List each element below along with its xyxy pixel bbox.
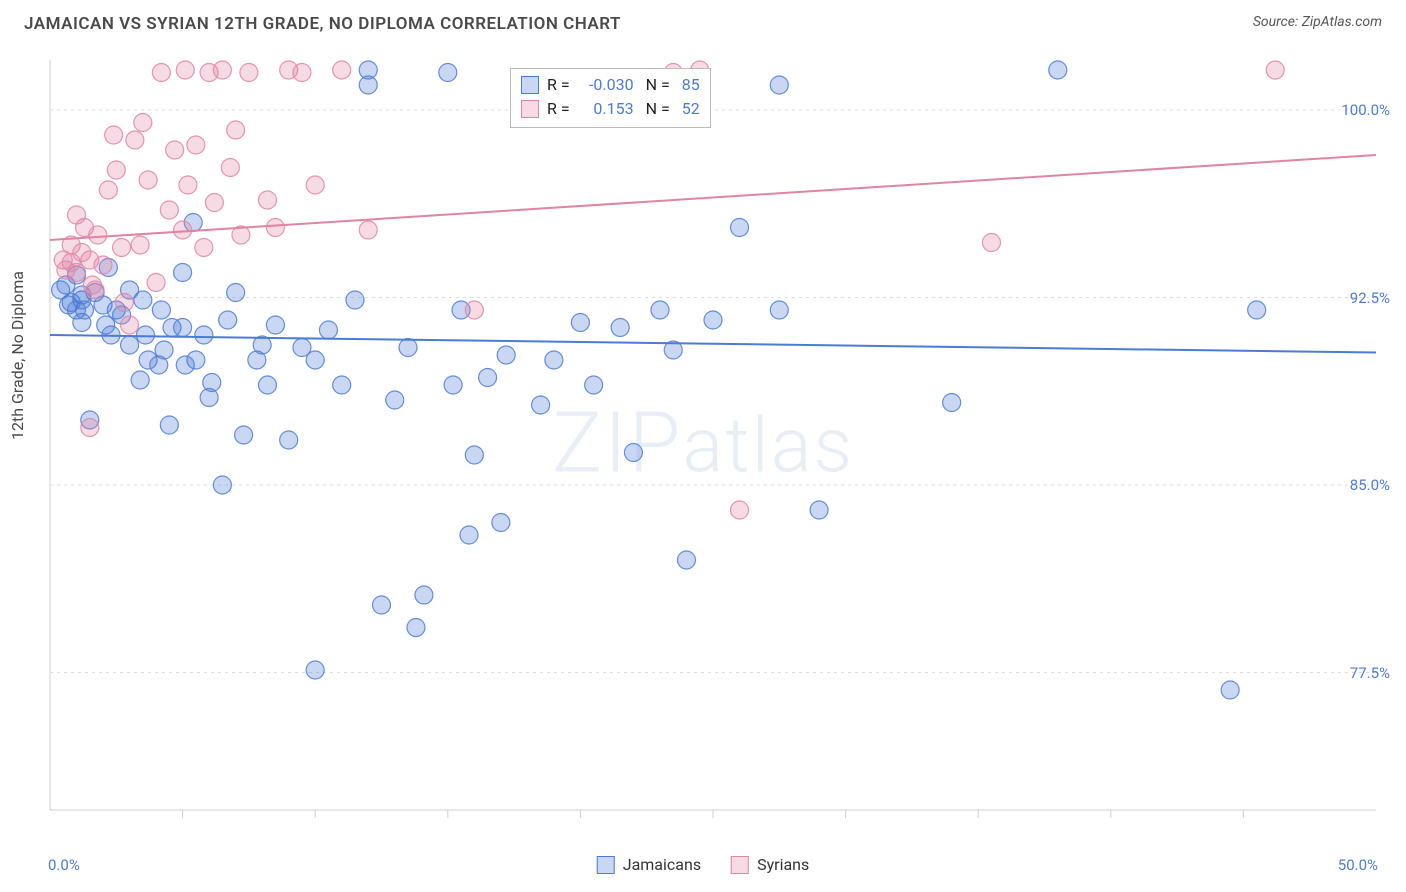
swatch-jamaicans-icon [521, 76, 539, 94]
r-value-jamaicans: -0.030 [578, 73, 634, 97]
legend-item-jamaicans: Jamaicans [597, 855, 701, 874]
correlation-box: R = -0.030 N = 85 R = 0.153 N = 52 [510, 68, 711, 128]
chart-container: 12th Grade, No Diploma ZIPatlas R = -0.0… [0, 40, 1406, 880]
legend-item-syrians: Syrians [731, 855, 809, 874]
y-tick-label: 77.5% [1350, 664, 1390, 682]
legend-label-jamaicans: Jamaicans [623, 855, 701, 874]
source-label: Source: ZipAtlas.com [1253, 14, 1382, 30]
x-axis-max-label: 50.0% [1338, 856, 1378, 874]
y-tick-label: 85.0% [1350, 476, 1390, 494]
swatch-syrians-icon [521, 100, 539, 118]
n-value-syrians: 52 [678, 97, 700, 121]
y-axis-label: 12th Grade, No Diploma [8, 271, 27, 440]
page-title: JAMAICAN VS SYRIAN 12TH GRADE, NO DIPLOM… [24, 14, 621, 34]
y-tick-label: 100.0% [1341, 101, 1390, 119]
legend-swatch-jamaicans-icon [597, 856, 615, 874]
n-value-jamaicans: 85 [678, 73, 700, 97]
correlation-row-jamaicans: R = -0.030 N = 85 [521, 73, 700, 97]
legend-swatch-syrians-icon [731, 856, 749, 874]
scatter-chart [0, 40, 1406, 880]
correlation-row-syrians: R = 0.153 N = 52 [521, 97, 700, 121]
y-tick-label: 92.5% [1350, 289, 1390, 307]
legend-label-syrians: Syrians [757, 855, 809, 874]
bottom-legend: Jamaicans Syrians [597, 855, 810, 874]
r-value-syrians: 0.153 [578, 97, 634, 121]
x-axis-min-label: 0.0% [48, 856, 80, 874]
